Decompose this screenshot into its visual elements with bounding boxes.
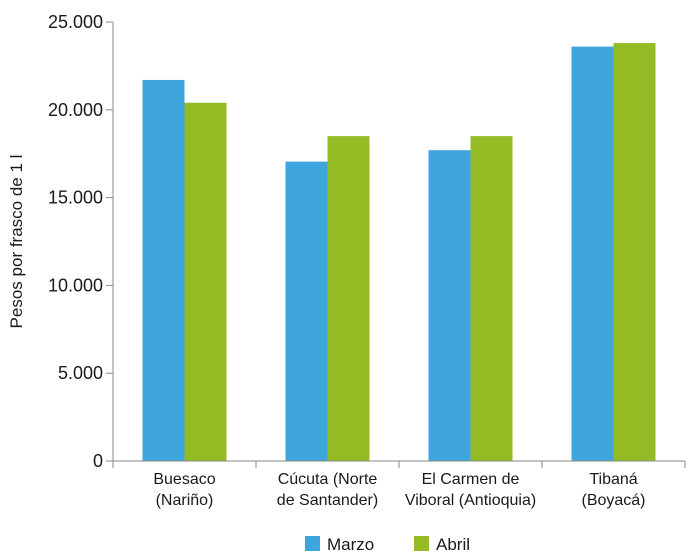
bar-marzo xyxy=(571,46,614,462)
legend: Marzo Abril xyxy=(305,535,470,554)
y-tick-label: 0 xyxy=(93,451,103,471)
y-tick-label: 5.000 xyxy=(58,363,103,383)
bar-marzo xyxy=(285,161,328,462)
x-category-label: El Carmen de xyxy=(422,471,520,488)
bar-abril xyxy=(470,136,513,461)
legend-label-marzo: Marzo xyxy=(327,535,374,554)
y-axis-ticks: 0 5.000 10.000 15.000 20.000 25.000 xyxy=(48,12,114,471)
bar-marzo xyxy=(428,150,471,462)
x-axis-group: Buesaco (Nariño) Cúcuta (Norte de Santander… xyxy=(112,460,686,509)
x-category-label: de Santander) xyxy=(277,492,378,509)
x-category-label: (Boyacá) xyxy=(581,492,645,509)
bar-abril xyxy=(184,102,227,461)
x-category-label: Tibaná xyxy=(589,471,637,488)
legend-swatch-marzo xyxy=(305,536,320,551)
x-category-label: Cúcuta (Norte xyxy=(278,471,378,488)
y-axis-title-group: Pesos por frasco de 1 l xyxy=(7,155,26,329)
x-category-label: Viboral (Antioquia) xyxy=(405,492,536,509)
legend-label-abril: Abril xyxy=(436,535,470,554)
legend-swatch-abril xyxy=(414,536,429,551)
bar-abril xyxy=(327,136,370,461)
bar-marzo xyxy=(142,79,185,461)
bars-group xyxy=(142,43,656,462)
y-tick-label: 20.000 xyxy=(48,100,103,120)
x-category-label: Buesaco xyxy=(153,471,215,488)
y-axis-title: Pesos por frasco de 1 l xyxy=(7,155,26,329)
y-tick-label: 10.000 xyxy=(48,275,103,295)
y-tick-label: 25.000 xyxy=(48,12,103,32)
bar-abril xyxy=(613,43,656,462)
y-tick-label: 15.000 xyxy=(48,188,103,208)
x-category-label: (Nariño) xyxy=(156,492,214,509)
